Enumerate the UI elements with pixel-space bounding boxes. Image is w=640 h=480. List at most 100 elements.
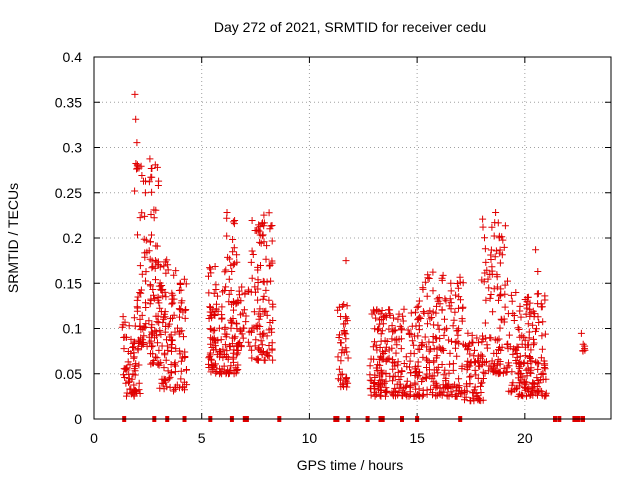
y-tick-label: 0.35 [55,94,82,110]
data-point [448,337,455,345]
data-point [522,310,530,318]
data-point [152,276,159,284]
data-point [269,303,277,311]
data-point [183,366,190,373]
data-point [179,383,187,391]
data-point [247,328,255,336]
data-point [167,315,174,323]
data-point [342,344,350,352]
data-point [147,323,155,331]
data-point [248,346,256,354]
data-point [223,369,230,377]
data-point [375,356,383,364]
data-point [379,320,387,328]
data-point [526,312,534,320]
data-point [227,261,235,269]
data-point [135,379,143,387]
data-point [433,352,441,360]
data-point [494,370,502,378]
data-point [131,187,139,195]
data-point [162,356,170,364]
data-point [157,286,165,294]
data-point [176,350,184,358]
data-point [496,246,504,254]
data-point [438,388,446,396]
data-point [376,391,384,399]
data-point [228,268,236,275]
data-point [390,314,397,322]
data-point [141,212,149,220]
data-point [136,214,144,222]
y-tick-label: 0.25 [55,185,82,201]
data-point [514,324,522,332]
data-point [389,365,397,373]
data-point [265,209,273,217]
data-point [477,389,485,396]
data-point [385,325,393,333]
data-point [512,289,520,296]
data-point [268,237,276,245]
data-point [419,284,427,292]
data-point [156,279,164,287]
data-point [492,209,500,216]
data-point [520,360,528,368]
data-point [134,293,142,301]
x-tick-label: 15 [409,430,425,446]
data-point [521,336,529,344]
data-point [148,331,156,339]
data-point [438,361,446,368]
data-point [419,353,427,361]
data-point [265,296,273,304]
data-point [183,381,191,389]
data-point [396,322,404,330]
data-point [266,319,274,326]
data-point [263,242,271,250]
data-point [508,297,516,305]
data-point [418,342,425,349]
data-point [254,296,262,304]
data-point [395,376,403,383]
data-point [130,381,138,389]
data-point [375,325,382,333]
data-point [232,319,240,327]
data-point [540,364,548,371]
data-point [449,322,457,330]
data-point [250,308,258,316]
data-point [447,299,455,307]
data-point [406,383,414,391]
x-tick-label: 10 [302,430,318,446]
data-point [532,358,540,366]
data-point [371,338,378,346]
data-point [230,306,237,314]
data-point [234,340,242,348]
data-point [258,341,266,349]
data-point [221,268,229,276]
data-point [537,300,545,308]
data-point [481,369,489,377]
data-point [538,345,546,353]
data-point [433,391,441,399]
data-point [447,279,455,287]
data-point [424,357,432,365]
data-point [207,325,215,333]
data-point [395,310,403,318]
data-point [264,351,271,359]
data-point [481,234,488,242]
data-point [483,344,491,352]
data-point [485,284,493,292]
data-point [455,293,463,301]
data-point [520,333,528,341]
data-point [425,275,433,282]
data-point [147,238,154,246]
data-point [426,366,433,374]
data-point [505,331,513,339]
data-point [518,340,526,348]
data-point [380,313,388,321]
data-point [172,345,180,353]
data-point [483,358,490,366]
data-point [434,297,442,305]
data-point [495,346,502,354]
data-point [175,287,183,294]
data-point [495,335,503,343]
data-point [179,354,187,362]
